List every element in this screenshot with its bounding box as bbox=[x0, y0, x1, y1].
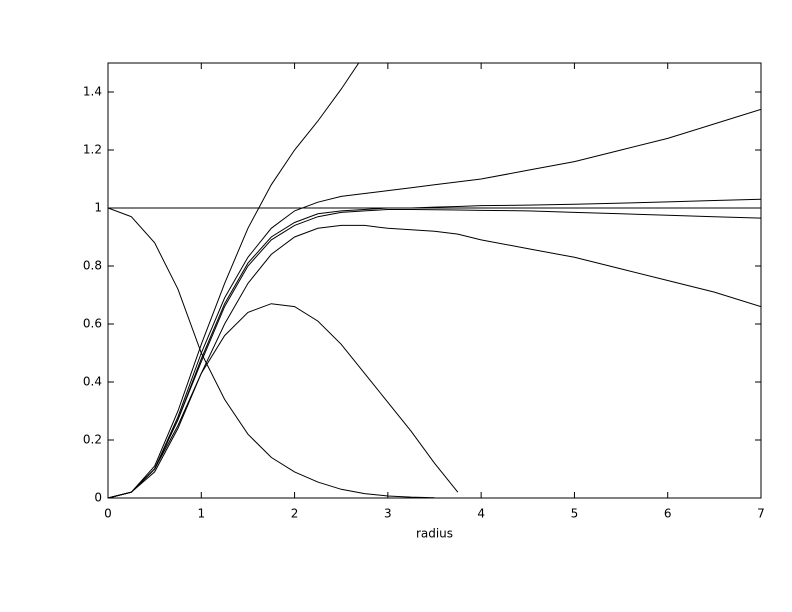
plot-frame bbox=[107, 62, 762, 499]
series-line bbox=[108, 63, 360, 498]
x-tick-label: 6 bbox=[664, 507, 672, 521]
y-tick-label: 0.8 bbox=[83, 259, 102, 273]
series-line bbox=[108, 198, 761, 498]
y-tick-label: 1 bbox=[94, 201, 102, 215]
x-tick-label: 3 bbox=[384, 507, 392, 521]
x-tick-label: 7 bbox=[757, 507, 765, 521]
series-line bbox=[108, 208, 761, 498]
series-line bbox=[108, 303, 459, 498]
x-tick-label: 4 bbox=[477, 507, 485, 521]
x-axis-label: radius bbox=[416, 527, 453, 541]
lines bbox=[108, 63, 761, 498]
x-tick-label: 5 bbox=[571, 507, 579, 521]
series-line bbox=[108, 207, 435, 498]
x-tick-label: 2 bbox=[291, 507, 299, 521]
y-tick-label: 0.4 bbox=[83, 375, 102, 389]
y-tick-label: 1.4 bbox=[83, 85, 102, 99]
x-tick-label: 1 bbox=[197, 507, 205, 521]
x-tick-label: 0 bbox=[104, 507, 112, 521]
y-tick-label: 0.2 bbox=[83, 433, 102, 447]
series-line bbox=[108, 108, 761, 498]
y-tick-label: 1.2 bbox=[83, 143, 102, 157]
y-tick-label: 0.6 bbox=[83, 317, 102, 331]
series-line bbox=[108, 224, 761, 498]
y-tick-label: 0 bbox=[94, 491, 102, 505]
